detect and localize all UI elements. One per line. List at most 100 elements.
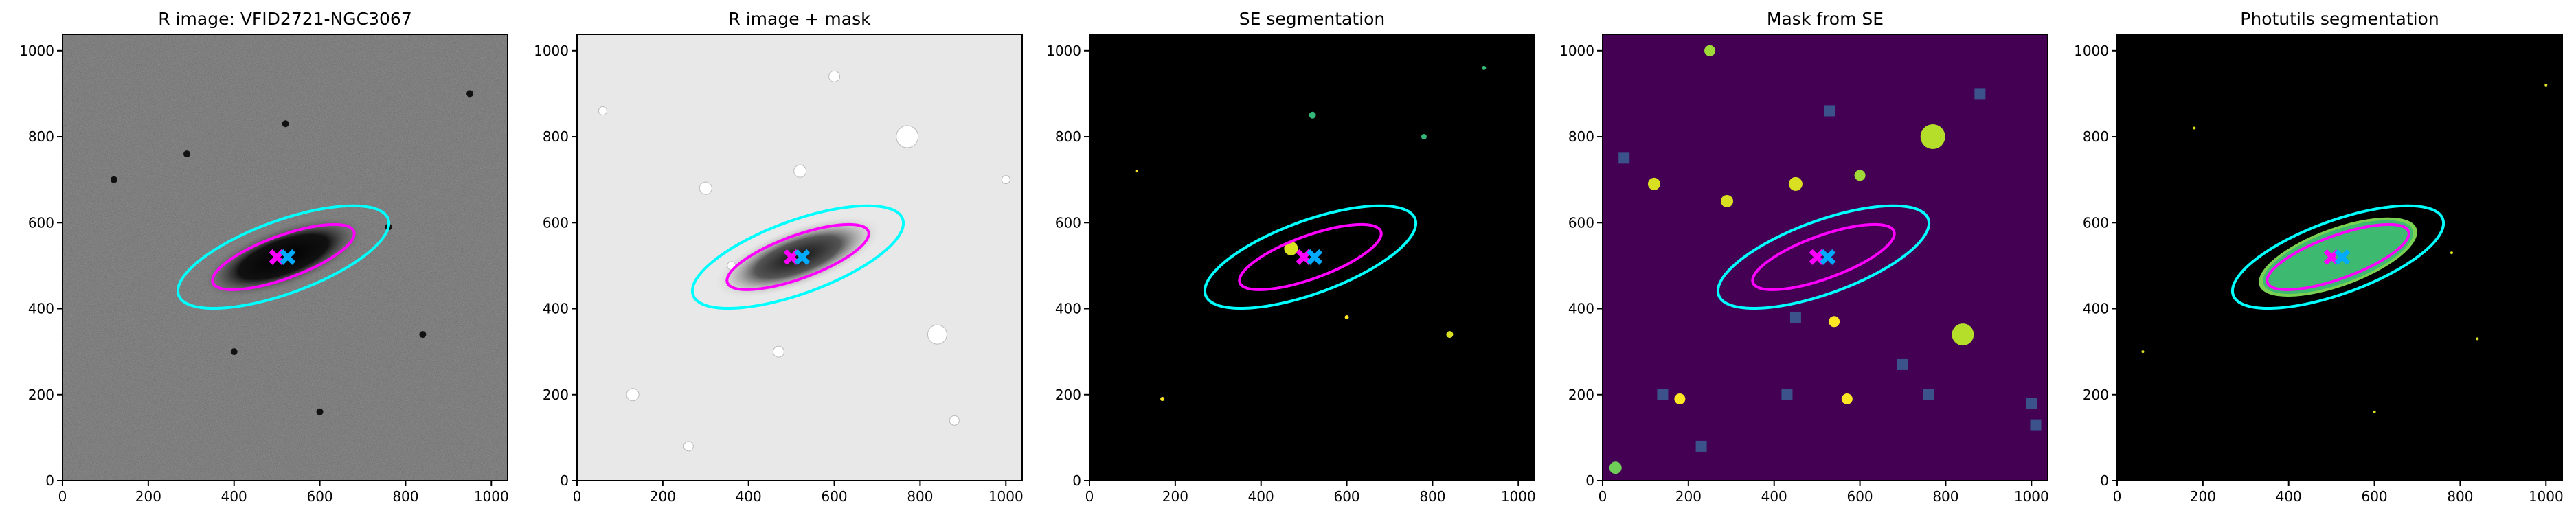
mask-blob	[1920, 124, 1945, 150]
mask-hole	[699, 181, 712, 195]
x-tick-label: 400	[2276, 488, 2302, 505]
center-marker	[2334, 249, 2351, 265]
mask-square	[1897, 358, 1908, 370]
y-tick-label: 600	[28, 214, 54, 231]
y-tick-label: 200	[1568, 387, 1594, 403]
y-tick-label: 600	[1568, 214, 1594, 231]
y-tick-label: 800	[1055, 128, 1081, 145]
segment	[1421, 134, 1427, 140]
panel-title: Photutils segmentation	[2240, 9, 2439, 29]
panel-title: SE segmentation	[1239, 9, 1385, 29]
x-tick-label: 600	[1846, 488, 1873, 505]
y-tick-label: 600	[1055, 214, 1081, 231]
mask-square	[1824, 105, 1835, 117]
mask-blob	[1721, 194, 1734, 207]
star	[419, 331, 427, 339]
mask-square	[1618, 152, 1630, 164]
mask-square	[2030, 419, 2042, 431]
x-tick-label: 400	[736, 488, 762, 505]
x-tick-label: 800	[907, 488, 933, 505]
center-marker	[1820, 249, 1836, 265]
mask-hole	[793, 164, 807, 178]
mask-blob	[1788, 176, 1803, 191]
mask-blob	[1854, 170, 1866, 181]
segment-main	[2263, 220, 2413, 295]
star	[282, 120, 289, 128]
aperture-inner	[211, 222, 356, 291]
y-tick-label: 200	[1055, 387, 1081, 403]
segment	[2193, 126, 2196, 130]
mask-square	[1695, 440, 1707, 452]
mask-square	[1974, 88, 1986, 100]
x-tick-label: 400	[1248, 488, 1274, 505]
y-tick-label: 800	[1568, 128, 1594, 145]
center-marker	[1307, 249, 1323, 265]
x-tick-label: 0	[573, 488, 582, 505]
mask-hole	[626, 388, 640, 402]
y-tick-label: 800	[543, 128, 569, 145]
y-tick-label: 600	[2083, 214, 2109, 231]
y-tick-label: 400	[543, 301, 569, 317]
x-tick-label: 200	[1162, 488, 1188, 505]
y-tick-label: 0	[1585, 472, 1594, 489]
x-tick-label: 800	[392, 488, 418, 505]
x-tick-label: 600	[821, 488, 847, 505]
axes-frame	[1602, 34, 2048, 481]
y-tick-label: 1000	[2074, 43, 2109, 59]
x-tick-label: 1000	[988, 488, 1024, 505]
axes-frame	[62, 34, 508, 481]
aperture-outer	[2230, 204, 2445, 310]
y-tick-label: 0	[45, 472, 54, 489]
mask-blob	[1841, 393, 1853, 405]
segment	[1446, 331, 1454, 339]
x-tick-label: 1000	[2529, 488, 2564, 505]
x-tick-label: 800	[1419, 488, 1445, 505]
x-tick-label: 200	[135, 488, 161, 505]
y-tick-label: 600	[543, 214, 569, 231]
y-tick-label: 200	[2083, 387, 2109, 403]
axes-frame	[576, 34, 1023, 481]
axes-frame	[1089, 34, 1535, 481]
aperture-inner	[725, 222, 870, 291]
x-tick-label: 0	[1598, 488, 1607, 505]
mask-square	[1789, 312, 1801, 323]
segment	[2544, 83, 2548, 87]
mask-hole	[927, 324, 947, 345]
axes-frame	[2116, 34, 2563, 481]
mask-hole	[683, 441, 694, 452]
y-tick-label: 200	[543, 387, 569, 403]
mask-blob	[1952, 323, 1974, 346]
segment	[2476, 337, 2479, 341]
segment	[2141, 350, 2145, 354]
y-tick-label: 0	[1072, 472, 1081, 489]
aperture-outer	[690, 204, 905, 310]
panel-title: R image: VFID2721-NGC3067	[158, 9, 411, 29]
y-tick-label: 0	[2100, 472, 2109, 489]
y-tick-label: 800	[2083, 128, 2109, 145]
y-tick-label: 1000	[534, 43, 569, 59]
mask-square	[2026, 398, 2037, 409]
y-tick-label: 400	[1568, 301, 1594, 317]
segment	[1160, 397, 1165, 402]
mask-hole	[828, 70, 841, 82]
center-marker	[280, 249, 296, 265]
star	[183, 150, 191, 158]
image-panel	[1089, 34, 1535, 481]
mask-blob	[1647, 177, 1660, 190]
center-marker	[794, 249, 811, 265]
mask-blob	[1829, 316, 1840, 328]
mask-square	[1781, 389, 1793, 400]
x-tick-label: 600	[2361, 488, 2387, 505]
mask-hole	[896, 125, 919, 148]
mask-hole	[772, 345, 784, 358]
segment	[1309, 111, 1316, 119]
mask-hole	[949, 415, 960, 426]
image-panel	[1603, 34, 2048, 481]
star	[110, 176, 117, 183]
segment	[2373, 410, 2376, 413]
y-tick-label: 1000	[1559, 43, 1594, 59]
y-tick-label: 0	[560, 472, 569, 489]
x-tick-label: 1000	[1501, 488, 1536, 505]
segment	[1344, 315, 1349, 320]
x-tick-label: 1000	[2014, 488, 2049, 505]
